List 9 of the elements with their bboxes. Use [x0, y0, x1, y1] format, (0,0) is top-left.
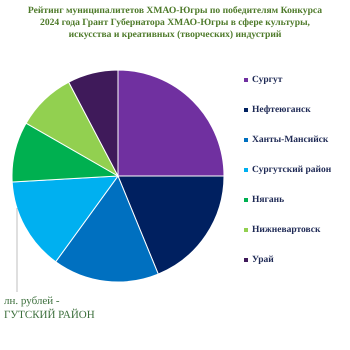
legend-label: Нефтеюганск: [252, 105, 312, 115]
chart-title: Рейтинг муниципалитетов ХМАО-Югры по победителям Конкурса 2024 года Грант Губернатора ХМАО-Югры в сфере культуры, искусства и креативных (творческих) индустрий: [28, 5, 322, 40]
legend-label: Нягань: [252, 195, 284, 205]
legend-label: Сургутский район: [252, 165, 332, 175]
legend-label: Нижневартовск: [252, 225, 321, 235]
legend-label: Сургут: [252, 75, 283, 85]
legend-label: Ханты-Мансийск: [252, 135, 329, 145]
text: лн. рублей - ГУТСКИЙ РАЙОН: [4, 295, 95, 321]
legend-label: Урай: [252, 255, 274, 265]
